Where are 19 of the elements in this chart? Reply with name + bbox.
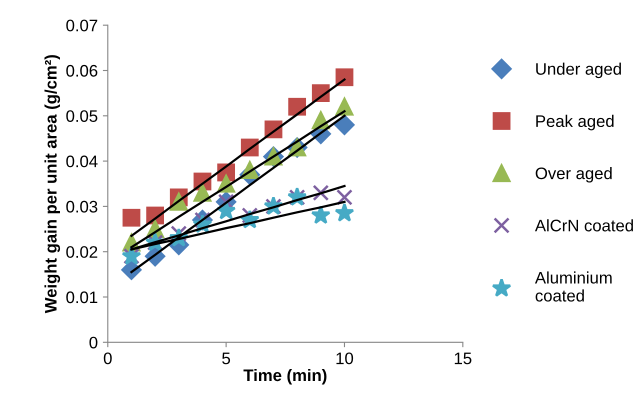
y-tick-label: 0.02 [66,246,98,258]
y-tick-label: 0.05 [66,110,98,122]
x-tick-label: 5 [222,352,230,364]
legend-label: Aluminium coated [534,271,612,302]
y-tick-label: 0.07 [66,20,98,32]
x-tick-label: 0 [104,352,112,364]
y-tick-label: 0.01 [66,291,98,304]
x-tick-label: 10 [336,352,354,364]
legend-label: Under aged [536,62,621,78]
legend-label: AlCrN coated [534,219,633,232]
legend-label: Peak aged [536,114,614,130]
legend-label: Over aged [536,167,612,183]
x-tick-label: 15 [454,352,472,364]
y-tick-label: 0.03 [66,200,98,213]
y-tick-label: 0.06 [66,64,98,77]
x-axis-title: Time (min) [244,368,326,384]
y-tick-label: 0 [89,336,98,349]
y-axis-title: Weight gain per unit area (g/cm²) [44,55,60,314]
y-tick-label: 0.04 [66,156,98,168]
